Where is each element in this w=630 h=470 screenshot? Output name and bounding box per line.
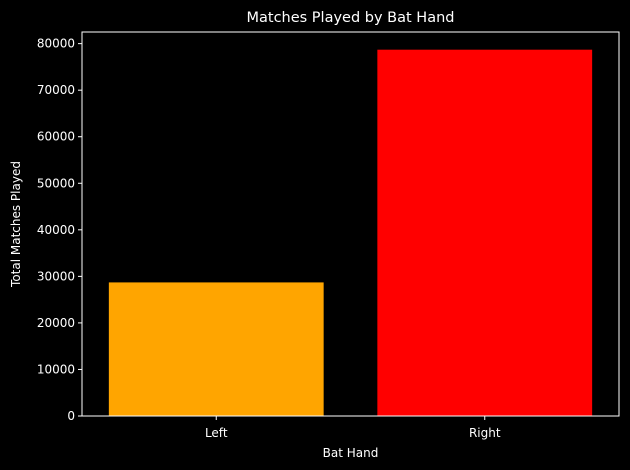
chart-title: Matches Played by Bat Hand <box>246 10 454 26</box>
y-axis-label: Total Matches Played <box>9 161 23 288</box>
y-axis-ticks: 0 10000 20000 30000 40000 50000 60000 70000 8000… <box>37 37 82 423</box>
y-tick-label: 0 <box>67 409 75 423</box>
y-tick-label: 80000 <box>37 37 75 51</box>
y-tick-label: 30000 <box>37 269 75 283</box>
y-tick-label: 40000 <box>37 223 75 237</box>
y-tick-label: 70000 <box>37 83 75 97</box>
plot-frame <box>81 31 620 417</box>
y-tick-label: 50000 <box>37 176 75 190</box>
x-tick-label: Right <box>469 426 501 440</box>
x-axis-label: Bat Hand <box>323 446 379 460</box>
y-tick-label: 20000 <box>37 316 75 330</box>
y-tick-label: 60000 <box>37 130 75 144</box>
bar-left <box>108 282 324 416</box>
y-tick-label: 10000 <box>37 362 75 376</box>
bar-right <box>377 49 593 417</box>
x-axis-ticks: Left Right <box>205 416 501 440</box>
bars-group <box>108 49 593 417</box>
x-tick-label: Left <box>205 426 228 440</box>
